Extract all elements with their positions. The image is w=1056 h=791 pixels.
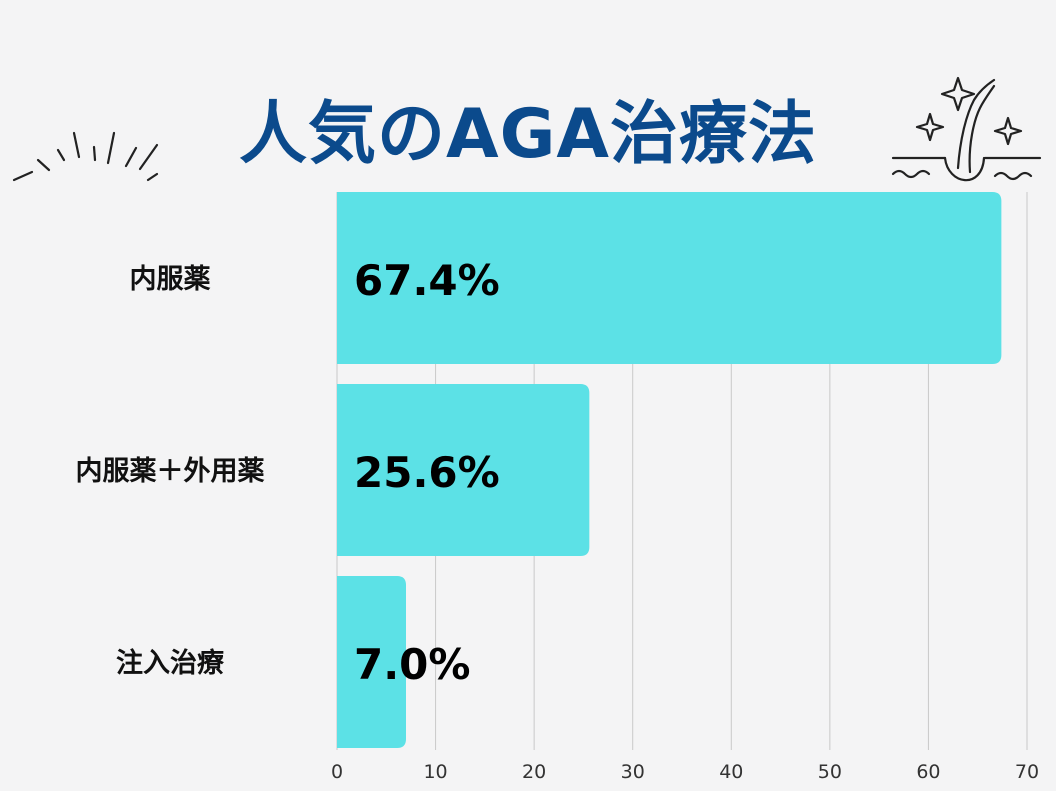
value-label: 67.4% xyxy=(354,256,500,305)
value-label: 7.0% xyxy=(354,640,470,689)
value-labels: 67.4% 25.6% 7.0% xyxy=(354,256,500,689)
category-label: 注入治療 xyxy=(116,647,225,679)
hair-follicle-icon xyxy=(891,76,1042,182)
chart-title: 人気のAGA治療法 xyxy=(238,95,818,174)
bar xyxy=(337,384,590,556)
x-tick-label: 60 xyxy=(916,761,940,783)
x-tick-label: 30 xyxy=(621,761,645,783)
bars xyxy=(337,192,1002,748)
value-label: 25.6% xyxy=(354,448,500,497)
x-tick-label: 70 xyxy=(1015,761,1039,783)
sparkle-burst-icon xyxy=(12,131,159,182)
x-tick-label: 20 xyxy=(522,761,546,783)
category-label: 内服薬 xyxy=(130,264,211,295)
category-label: 内服薬＋外用薬 xyxy=(76,456,265,487)
bar xyxy=(337,576,406,748)
x-tick-label: 50 xyxy=(818,761,842,783)
bar xyxy=(337,192,1002,364)
x-tick-labels: 0 10 20 30 40 50 60 70 xyxy=(331,761,1039,783)
x-tick-label: 10 xyxy=(423,761,447,783)
x-tick-label: 0 xyxy=(331,761,343,783)
x-tick-label: 40 xyxy=(719,761,743,783)
